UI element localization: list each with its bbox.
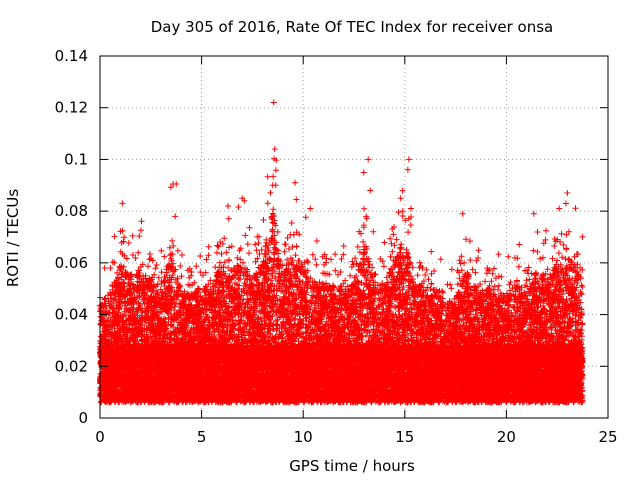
scatter-series-chunk — [137, 218, 154, 406]
scatter-series-chunk — [381, 224, 398, 406]
y-tick-label: 0.04 — [55, 306, 88, 324]
scatter-series-chunk — [361, 215, 378, 406]
axis-ticks — [99, 55, 609, 419]
y-tick-label: 0.08 — [55, 202, 88, 220]
data-point-outlier — [307, 205, 314, 212]
x-tick-label: 25 — [598, 428, 617, 446]
y-tick-label: 0.06 — [55, 254, 88, 272]
data-point-outlier — [397, 195, 404, 202]
scatter-series-chunk — [107, 233, 124, 406]
y-axis-label: ROTI / TECUs — [4, 189, 22, 287]
data-point-outlier — [365, 156, 372, 163]
data-point-outlier — [363, 213, 370, 220]
chart-title: Day 305 of 2016, Rate Of TEC Index for r… — [151, 18, 554, 36]
data-point-outlier — [225, 202, 232, 209]
data-point-outlier — [292, 179, 299, 186]
x-tick-label: 15 — [395, 428, 414, 446]
y-tick-label: 0.12 — [55, 99, 88, 117]
data-point-outlier — [270, 99, 277, 106]
data-point-outlier — [241, 197, 248, 204]
plot-frame — [99, 55, 609, 419]
data-point-outlier — [119, 200, 126, 207]
scatter-series-chunk — [554, 200, 571, 406]
scatter-series-chunk — [493, 251, 510, 406]
data-point-outlier — [404, 166, 411, 173]
y-tick-label: 0.1 — [64, 150, 88, 168]
data-point-outlier — [407, 205, 414, 212]
scatter-series-chunk — [340, 258, 357, 406]
scatter-series-chunk — [513, 241, 530, 406]
scatter-series-chunk — [574, 233, 586, 406]
scatter-series-chunk — [411, 259, 428, 406]
x-tick-label: 5 — [197, 428, 207, 446]
data-point-outlier — [172, 213, 179, 220]
data-point-outlier — [271, 146, 278, 153]
y-tick-label: 0.14 — [55, 47, 88, 65]
data-point-outlier — [459, 210, 466, 217]
data-point-outlier — [530, 210, 537, 217]
data-point-outlier — [367, 187, 374, 194]
x-tick-label: 0 — [95, 428, 105, 446]
scatter-series-chunk — [127, 232, 144, 406]
x-tick-label: 20 — [497, 428, 516, 446]
data-point-outlier — [564, 190, 571, 197]
y-tick-labels: 0 0.02 0.04 0.06 0.08 0.1 0.12 0.14 — [55, 47, 88, 427]
data-point-outlier — [556, 205, 563, 212]
data-point-outlier — [173, 180, 180, 187]
scatter-series-chunk — [310, 238, 327, 406]
y-tick-label: 0 — [78, 409, 88, 427]
scatter-series-chunk — [350, 169, 367, 406]
y-tick-label: 0.02 — [55, 357, 88, 375]
scatter-series-chunk — [269, 155, 286, 406]
data-points — [97, 99, 586, 406]
data-point-outlier — [405, 156, 412, 163]
data-point-outlier — [399, 208, 406, 215]
x-tick-label: 10 — [294, 428, 313, 446]
x-tick-labels: 0 5 10 15 20 25 — [95, 428, 617, 446]
x-axis-label: GPS time / hours — [289, 457, 415, 475]
scatter-series-chunk — [472, 247, 489, 406]
data-point-outlier — [272, 182, 279, 189]
